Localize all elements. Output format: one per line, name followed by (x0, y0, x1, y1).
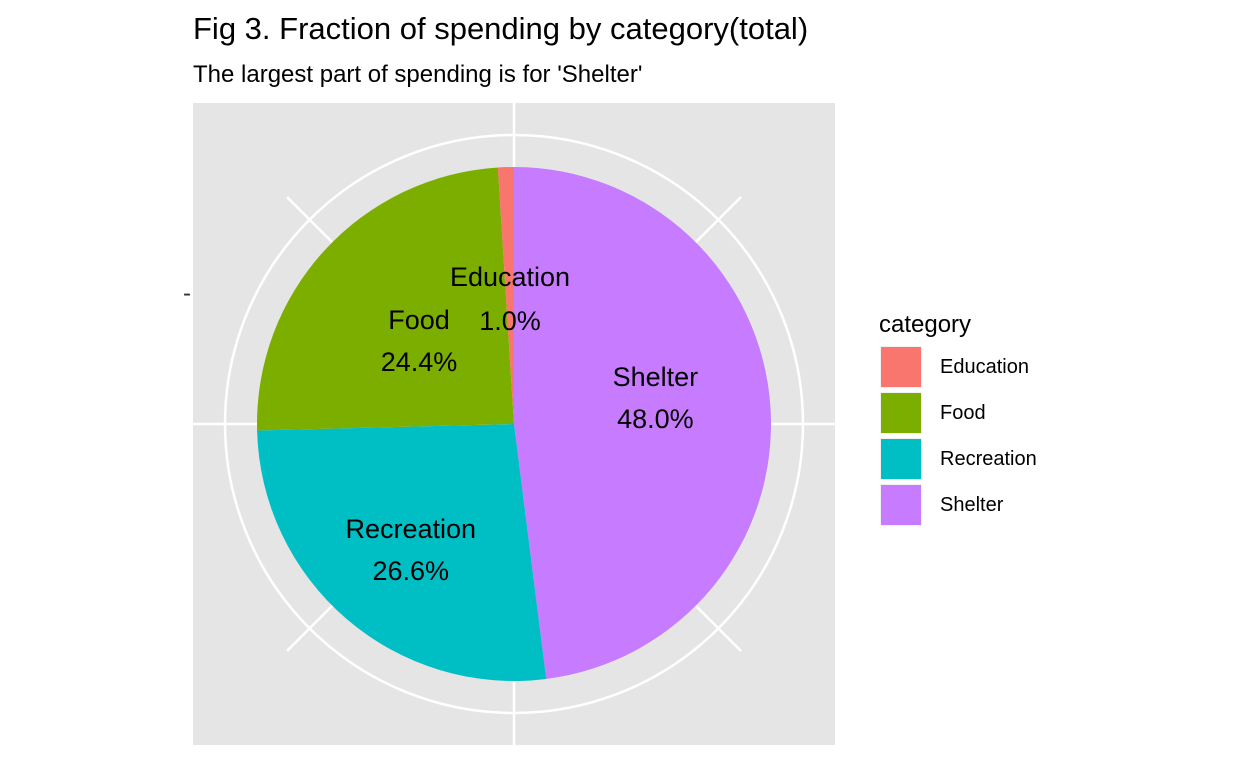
legend-label: Education (940, 355, 1029, 378)
chart-subtitle: The largest part of spending is for 'She… (193, 61, 643, 88)
grid-line (286, 604, 334, 652)
legend-item-recreation: Recreation (879, 436, 1037, 482)
legend-item-education: Education (879, 344, 1037, 390)
legend-swatch-shelter (881, 485, 921, 525)
legend-item-shelter: Shelter (879, 482, 1037, 528)
legend-items: Education Food Recreation Shelter (879, 344, 1037, 528)
slice-label-name: Shelter (613, 362, 699, 392)
legend-label: Food (940, 401, 986, 424)
legend-key (879, 345, 923, 389)
grid-line (694, 604, 742, 652)
slice-label-name: Recreation (346, 514, 477, 544)
slice-label-value: 48.0% (617, 404, 694, 434)
legend-item-food: Food (879, 390, 1037, 436)
legend: category Education Food Recreation Shelter (879, 310, 1037, 528)
legend-key (879, 391, 923, 435)
axis-layer: - (183, 280, 191, 307)
legend-label: Shelter (940, 493, 1004, 516)
slice-label-name: Education (450, 262, 570, 292)
pie-slice-education (497, 167, 514, 424)
slice-label-value: 24.4% (381, 347, 458, 377)
slice-label-name: Food (388, 305, 450, 335)
legend-swatch-education (881, 347, 921, 387)
legend-key (879, 483, 923, 527)
slice-label-value: 26.6% (373, 556, 450, 586)
slice-layer (257, 167, 772, 681)
pie-slice-food (257, 167, 514, 431)
label-layer: Shelter 48.0% Recreation 26.6% Food 24.4% Educ… (346, 262, 699, 586)
legend-label: Recreation (940, 447, 1037, 470)
y-axis-tick-label: - (183, 280, 191, 307)
legend-title: category (879, 311, 972, 338)
legend-swatch-food (881, 393, 921, 433)
legend-key (879, 437, 923, 481)
chart-title: Fig 3. Fraction of spending by category(… (193, 11, 809, 46)
pie-slice-recreation (257, 424, 547, 681)
slice-label-value: 1.0% (479, 306, 541, 336)
grid-line (694, 196, 742, 244)
legend-swatch-recreation (881, 439, 921, 479)
grid-line (286, 196, 334, 244)
pie-slice-shelter (514, 167, 772, 679)
